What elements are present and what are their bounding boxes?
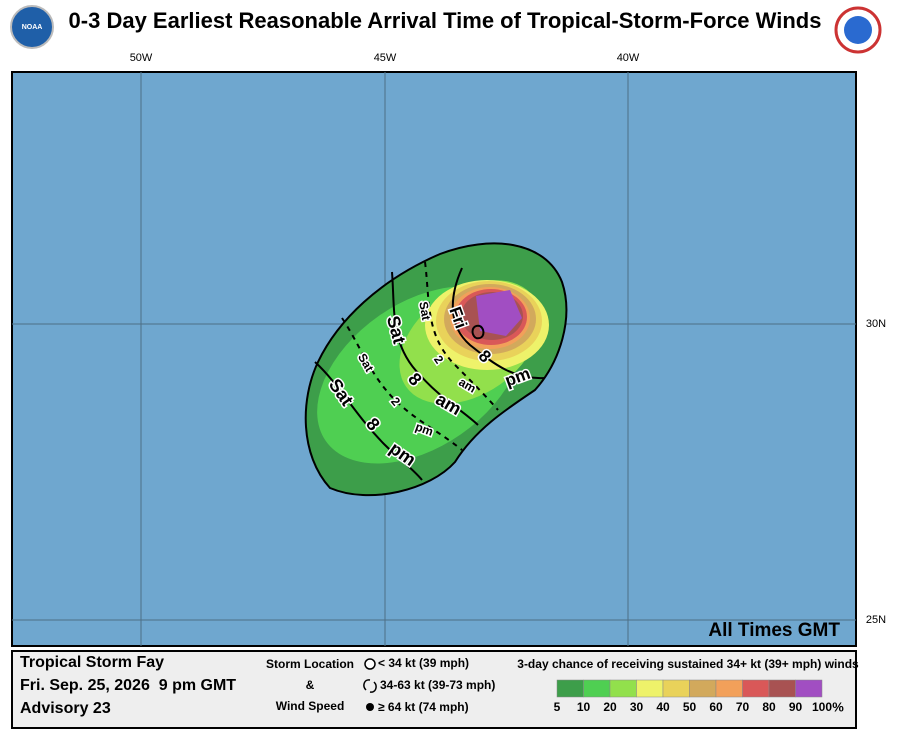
key-title: Wind Speed: [276, 699, 345, 713]
scale-swatch: [689, 679, 717, 698]
storm-name: Tropical Storm Fay: [20, 654, 164, 671]
scale-swatch: [768, 679, 796, 698]
scale-label: 5: [554, 700, 561, 714]
scale-unit: %: [832, 699, 844, 714]
symbol-icon: [363, 679, 377, 693]
scale-label: 100: [812, 700, 832, 714]
symbol-icon: [364, 658, 376, 670]
scale-swatch: [609, 679, 637, 698]
scale-label: 80: [762, 700, 776, 714]
noaa-logo: [10, 5, 54, 49]
symbol-label: ≥ 64 kt (74 mph): [378, 700, 469, 714]
contour-label: Sat: [416, 300, 433, 321]
key-title: &: [306, 678, 315, 692]
scale-swatch: [715, 679, 743, 698]
logo-text: NOAA: [22, 24, 43, 31]
symbol-icon: [366, 703, 374, 711]
scale-label: 60: [709, 700, 723, 714]
lon-label: 45W: [374, 52, 397, 64]
scale-label: 90: [789, 700, 803, 714]
scale-swatch: [742, 679, 770, 698]
scale-swatch: [662, 679, 690, 698]
scale-label: 70: [736, 700, 750, 714]
scale-title: 3-day chance of receiving sustained 34+ …: [517, 657, 859, 671]
key-title: Storm Location: [266, 657, 354, 671]
scale-swatch: [556, 679, 584, 698]
lat-label: 25N: [866, 614, 886, 626]
advisory-number: Advisory 23: [20, 700, 111, 717]
symbol-label: 34-63 kt (39-73 mph): [380, 678, 495, 692]
storm-symbol: [471, 324, 485, 340]
scale-swatch: [583, 679, 611, 698]
scale-label: 30: [630, 700, 644, 714]
scale-label: 40: [656, 700, 670, 714]
symbol-label: < 34 kt (39 mph): [378, 656, 469, 670]
lon-label: 50W: [130, 52, 153, 64]
advisory-time: Fri. Sep. 25, 2026 9 pm GMT: [20, 677, 236, 694]
lon-label: 40W: [617, 52, 640, 64]
scale-label: 10: [577, 700, 591, 714]
scale-label: 50: [683, 700, 697, 714]
nws-logo-inner: [844, 16, 872, 44]
scale-label: 20: [603, 700, 617, 714]
scale-swatch: [795, 679, 823, 698]
title: 0-3 Day Earliest Reasonable Arrival Time…: [69, 8, 822, 33]
lat-label: 30N: [866, 318, 886, 330]
scale-swatch: [636, 679, 664, 698]
contour-label: Sat: [383, 314, 410, 346]
time-note: All Times GMT: [708, 620, 840, 641]
arrival-contours: [314, 261, 546, 481]
